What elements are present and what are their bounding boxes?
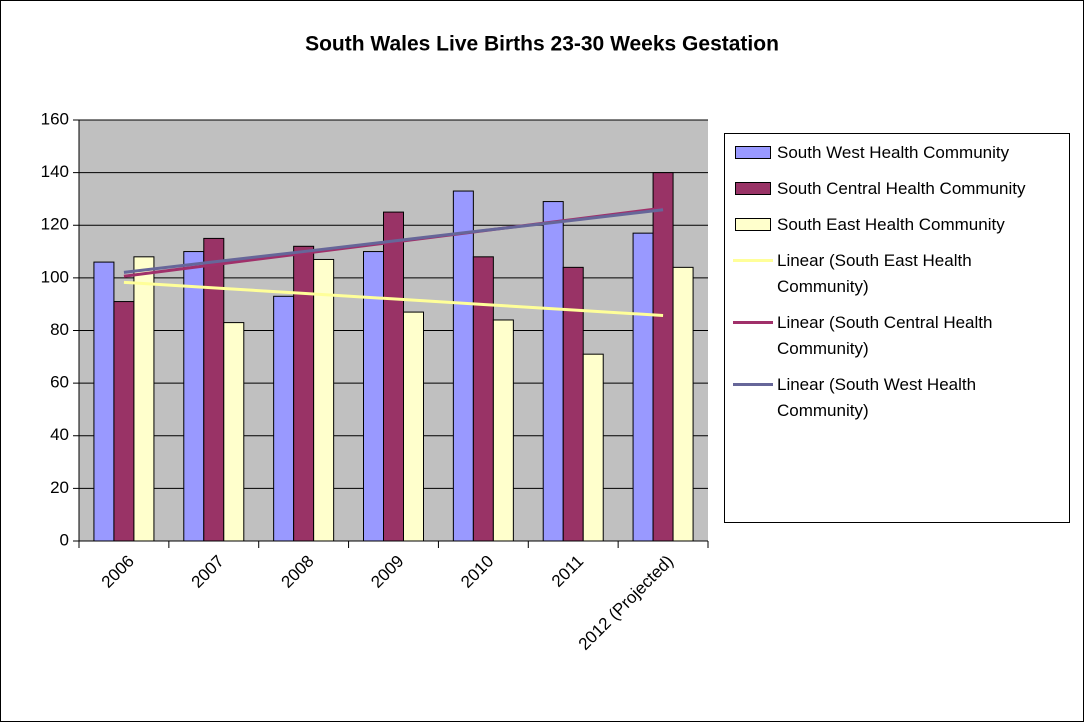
y-tick-label: 80 <box>50 320 69 339</box>
legend-key <box>733 212 777 238</box>
bar <box>133 256 155 542</box>
legend-label: South West Health Community <box>777 143 1010 162</box>
legend-label: Linear (South West Health Community) <box>777 375 977 420</box>
legend-entry: Linear (South West Health Community) <box>733 372 1061 424</box>
legend-entry: Linear (South East Health Community) <box>733 248 1061 300</box>
legend-swatch <box>735 146 771 159</box>
bar <box>203 237 225 542</box>
trend-line <box>123 280 664 317</box>
y-tick-label: 60 <box>50 373 69 392</box>
legend-entry: South East Health Community <box>733 212 1061 238</box>
bar <box>293 245 315 542</box>
bar <box>472 256 494 542</box>
trend-line <box>123 208 664 274</box>
bar <box>183 251 205 542</box>
y-tick-label: 140 <box>41 162 69 181</box>
bar <box>273 295 295 542</box>
bar <box>672 266 694 542</box>
bar <box>223 322 245 542</box>
legend-key <box>733 310 777 336</box>
legend-label: Linear (South Central Health Community) <box>777 313 993 358</box>
y-tick-label: 0 <box>60 530 69 549</box>
bar <box>582 353 604 542</box>
legend-entry: South Central Health Community <box>733 176 1061 202</box>
bar <box>363 251 384 542</box>
bar <box>542 201 564 542</box>
legend-swatch <box>735 218 771 231</box>
legend-label: Linear (South East Health Community) <box>777 251 972 296</box>
legend: South West Health Community South Central… <box>724 133 1070 523</box>
y-tick-label: 120 <box>41 215 69 234</box>
bar <box>403 311 424 542</box>
legend-label: South Central Health Community <box>777 179 1026 198</box>
legend-key <box>733 372 777 398</box>
legend-entry: South West Health Community <box>733 140 1061 166</box>
y-tick-label: 20 <box>50 478 69 497</box>
bar <box>632 232 654 542</box>
legend-swatch <box>733 259 773 262</box>
chart-title: South Wales Live Births 23-30 Weeks Gest… <box>305 33 779 56</box>
legend-entry: Linear (South Central Health Community) <box>733 310 1061 362</box>
legend-key <box>733 140 777 166</box>
legend-key <box>733 248 777 274</box>
bar <box>93 261 115 542</box>
legend-swatch <box>735 182 771 195</box>
legend-key <box>733 176 777 202</box>
legend-swatch <box>733 321 773 324</box>
bar <box>383 211 404 542</box>
legend-swatch <box>733 383 773 386</box>
y-tick-label: 40 <box>50 425 69 444</box>
y-tick-label: 160 <box>41 109 69 128</box>
bar <box>492 319 514 542</box>
bar <box>652 172 674 542</box>
bar <box>452 190 474 542</box>
legend-label: South East Health Community <box>777 215 1005 234</box>
bar <box>113 301 135 542</box>
y-tick-label: 100 <box>41 267 69 286</box>
bar <box>313 258 335 542</box>
